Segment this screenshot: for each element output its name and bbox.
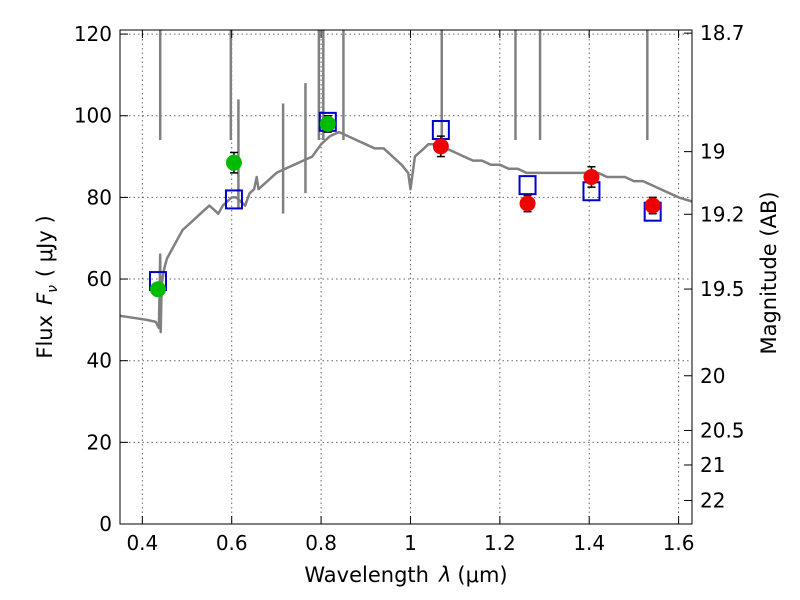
- y-tick-label: 0: [99, 512, 112, 536]
- x-tick-label: 0.4: [126, 531, 158, 555]
- observed-point-red: [583, 168, 600, 185]
- y-tick-label: 120: [74, 22, 112, 46]
- observed-point-green: [225, 154, 242, 171]
- y-tick-label: 60: [87, 267, 112, 291]
- y2-tick-label: 19: [700, 140, 725, 164]
- x-tick-label: 1: [404, 531, 417, 555]
- y-tick-label: 100: [74, 104, 112, 128]
- y-tick-label: 80: [87, 185, 112, 209]
- y2-tick-label: 19.2: [700, 202, 745, 226]
- x-tick-label: 0.8: [305, 531, 337, 555]
- observed-point-green: [319, 115, 336, 132]
- model-photometry-square: [224, 189, 243, 210]
- grid-lines: [120, 30, 692, 525]
- y-tick-label: 20: [87, 430, 112, 454]
- y-axis-title: Flux: [33, 315, 57, 359]
- y2-axis-label: Magnitude (AB): [757, 191, 781, 354]
- x-axis-symbol: λ: [438, 563, 451, 587]
- x-tick-label: 1.2: [484, 531, 516, 555]
- observed-point-green: [149, 281, 166, 298]
- y-axis-subscript: ν: [45, 285, 61, 293]
- y-axis-label: Flux Fν ( μJy ): [33, 215, 61, 358]
- axis-ticks: 0.4 0.6 0.8 1 1.2 1.4 1.6 0 20 40 60 80 100 120 18.7 19…: [74, 21, 745, 555]
- x-axis-unit: (μm): [457, 563, 507, 587]
- y-tick-label: 40: [87, 349, 112, 373]
- x-tick-label: 1.6: [663, 531, 695, 555]
- x-axis-label: Wavelength λ (μm): [304, 563, 507, 587]
- observed-point-red: [432, 138, 449, 155]
- chart-series: [119, 30, 693, 334]
- observed-point-red: [519, 195, 536, 212]
- model-photometry-square: [518, 175, 537, 196]
- y-axis-symbol: F: [33, 292, 57, 305]
- x-tick-label: 0.6: [216, 531, 248, 555]
- y-axis-unit: ( μJy ): [33, 215, 57, 277]
- y2-tick-label: 21: [700, 453, 725, 477]
- observed-point-red: [644, 197, 661, 214]
- x-axis-title: Wavelength: [304, 563, 429, 587]
- y2-tick-label: 22: [700, 489, 725, 513]
- y2-tick-label: 20: [700, 364, 725, 388]
- y2-tick-label: 19.5: [700, 277, 745, 301]
- x-tick-label: 1.4: [573, 531, 605, 555]
- y2-tick-label: 20.5: [700, 418, 745, 442]
- model-spectrum-line: [119, 130, 693, 334]
- plot-frame: [119, 29, 693, 525]
- y2-tick-label: 18.7: [700, 21, 745, 45]
